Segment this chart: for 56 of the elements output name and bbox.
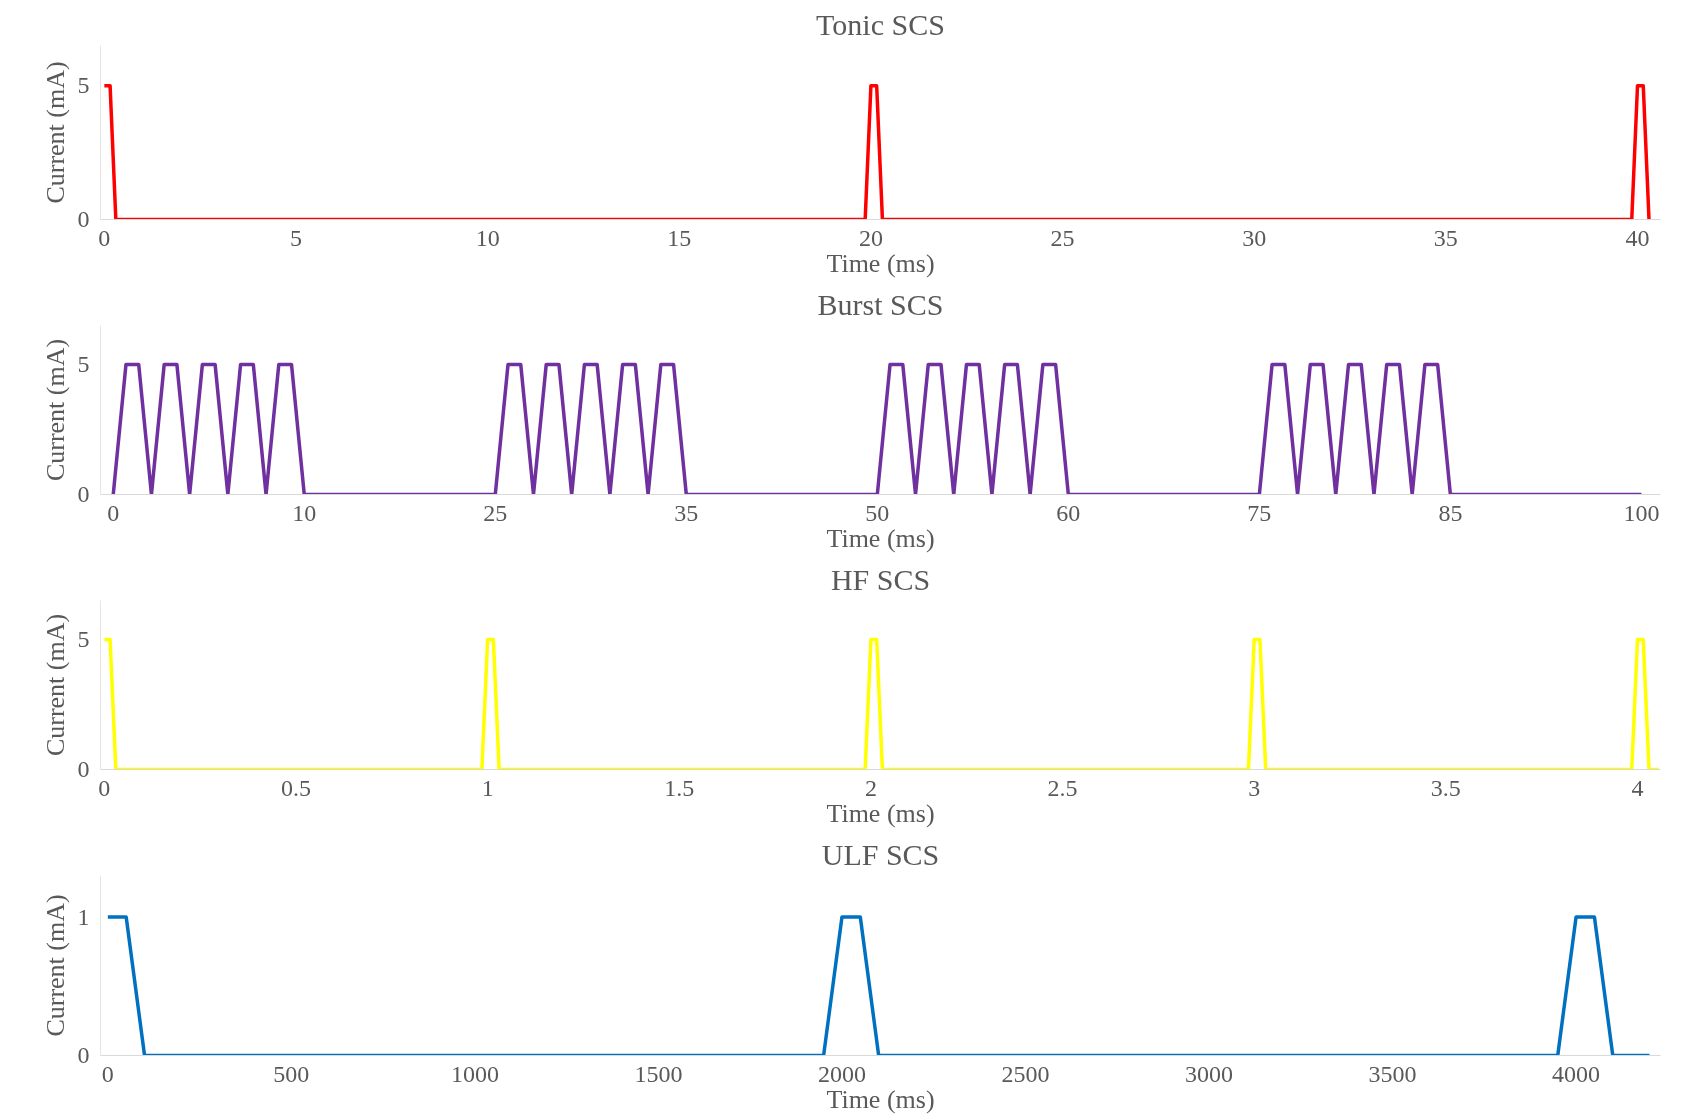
x-tick-label: 10	[292, 499, 317, 526]
y-tick-label: 0	[77, 206, 90, 232]
y-tick-label: 5	[77, 626, 90, 652]
x-tick-label: 0	[98, 774, 111, 801]
x-axis-title: Time (ms)	[826, 798, 935, 828]
x-tick-label: 2000	[817, 1060, 866, 1087]
x-tick-label: 4	[1631, 774, 1644, 801]
y-tick-label: 5	[77, 72, 90, 99]
x-tick-label: 3.5	[1430, 774, 1461, 801]
x-axis-title: Time (ms)	[826, 523, 935, 553]
x-axis-title: Time (ms)	[826, 1084, 935, 1114]
x-tick-label: 100	[1623, 499, 1660, 526]
x-tick-label: 3500	[1368, 1060, 1417, 1087]
x-tick-label: 85	[1438, 499, 1463, 526]
x-tick-label: 35	[1433, 224, 1458, 251]
x-tick-label: 35	[674, 499, 699, 526]
x-tick-label: 75	[1247, 499, 1272, 526]
x-tick-label: 25	[483, 499, 508, 526]
x-tick-label: 0	[101, 1060, 114, 1087]
x-tick-label: 5	[289, 224, 302, 251]
x-tick-label: 3	[1248, 774, 1261, 801]
x-tick-label: 2500	[1001, 1060, 1050, 1087]
x-tick-label: 15	[667, 224, 692, 251]
y-tick-label: 0	[77, 756, 90, 782]
x-tick-label: 500	[273, 1060, 310, 1087]
y-tick-label: 5	[77, 351, 90, 377]
x-tick-label: 1500	[634, 1060, 683, 1087]
x-tick-label: 60	[1056, 499, 1081, 526]
y-axis-title: Current (mA)	[40, 894, 70, 1037]
chart-title: Burst SCS	[817, 287, 944, 321]
x-axis-title: Time (ms)	[826, 248, 935, 278]
y-tick-label: 0	[77, 1042, 90, 1068]
y-tick-label: 0	[77, 481, 90, 507]
chart-title: ULF SCS	[821, 837, 940, 871]
chart-title: Tonic SCS	[816, 7, 945, 41]
y-axis-title: Current (mA)	[40, 338, 70, 482]
x-tick-label: 1000	[450, 1060, 499, 1087]
y-tick-label: 1	[77, 903, 90, 930]
x-tick-label: 1	[481, 774, 494, 801]
x-tick-label: 4000	[1552, 1060, 1601, 1087]
x-tick-label: 2	[864, 774, 877, 801]
x-tick-label: 2.5	[1047, 774, 1078, 801]
x-tick-label: 3000	[1185, 1060, 1234, 1087]
x-tick-label: 10	[475, 224, 500, 251]
x-tick-label: 40	[1625, 224, 1650, 251]
x-tick-label: 20	[858, 224, 883, 251]
x-tick-label: 0	[107, 499, 120, 526]
chart-title: HF SCS	[830, 562, 931, 596]
x-tick-label: 1.5	[664, 774, 695, 801]
y-axis-title: Current (mA)	[40, 613, 70, 757]
x-tick-label: 0.5	[280, 774, 311, 801]
y-axis-title: Current (mA)	[40, 61, 70, 204]
x-tick-label: 30	[1242, 224, 1267, 251]
x-tick-label: 25	[1050, 224, 1075, 251]
x-tick-label: 0	[98, 224, 111, 251]
x-tick-label: 50	[865, 499, 890, 526]
